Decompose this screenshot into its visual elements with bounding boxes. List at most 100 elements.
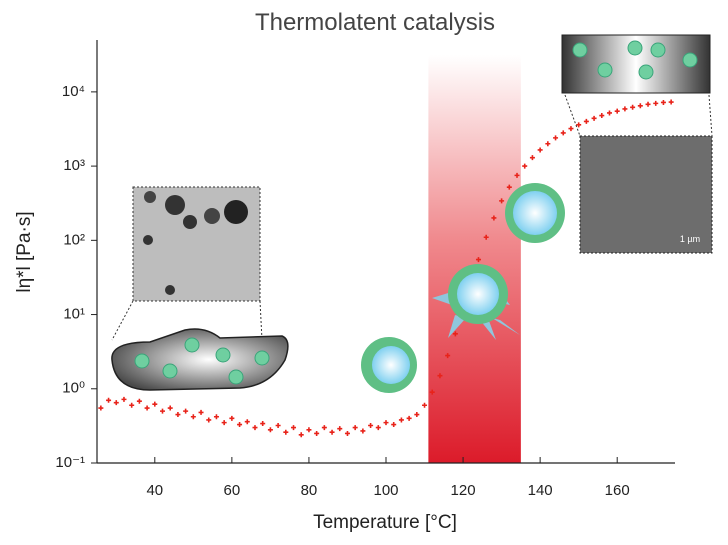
- particle: [183, 215, 197, 229]
- connector: [708, 94, 713, 137]
- data-point: [622, 106, 628, 112]
- data-point: [167, 405, 173, 411]
- data-point: [398, 417, 404, 423]
- particle: [638, 64, 654, 80]
- data-point: [329, 429, 335, 435]
- y-axis-label: lη*l [Pa·s]: [14, 211, 35, 292]
- x-tick-label: 160: [605, 482, 630, 499]
- data-point: [229, 415, 235, 421]
- y-tick-label: 10²: [63, 231, 85, 248]
- data-point: [368, 423, 374, 429]
- particle: [228, 369, 244, 385]
- tem-image: [111, 186, 263, 341]
- data-point: [614, 108, 620, 114]
- chart-title: Thermolatent catalysis: [255, 9, 495, 36]
- scale-bar-label: 1 µm: [680, 234, 700, 244]
- data-point: [645, 101, 651, 107]
- core: [513, 191, 557, 235]
- x-tick-label: 40: [146, 482, 163, 499]
- x-tick-label: 80: [301, 482, 318, 499]
- particle: [215, 347, 231, 363]
- data-point: [129, 402, 135, 408]
- data-point: [306, 427, 312, 433]
- data-point: [553, 135, 559, 141]
- data-point: [630, 104, 636, 110]
- capsule-open: [505, 183, 565, 243]
- capsule: [361, 337, 417, 393]
- data-point: [445, 353, 451, 359]
- capsule-breaking: [432, 264, 520, 340]
- particle: [204, 208, 220, 224]
- data-point: [637, 103, 643, 109]
- data-point: [190, 414, 196, 420]
- data-point: [422, 402, 428, 408]
- data-point: [537, 147, 543, 153]
- data-point: [375, 425, 381, 431]
- data-point: [599, 113, 605, 119]
- data-point: [391, 422, 397, 428]
- film-particles: [572, 40, 698, 80]
- data-point: [545, 141, 551, 147]
- particle: [224, 200, 248, 224]
- y-tick-label: 10⁻¹: [55, 454, 85, 471]
- data-point: [321, 425, 327, 431]
- data-point: [653, 100, 659, 106]
- particle: [165, 195, 185, 215]
- data-point: [160, 408, 166, 414]
- particle: [572, 42, 588, 58]
- data-point: [383, 420, 389, 426]
- data-point: [522, 163, 528, 169]
- data-point: [283, 429, 289, 435]
- particle: [650, 42, 666, 58]
- data-point: [144, 405, 150, 411]
- data-point: [352, 425, 358, 431]
- x-axis-label: Temperature [°C]: [313, 512, 457, 533]
- data-point: [483, 234, 489, 240]
- y-tick-label: 10⁰: [62, 380, 85, 397]
- data-point: [113, 400, 119, 406]
- data-point: [475, 257, 481, 263]
- data-point: [267, 427, 273, 433]
- data-point: [437, 373, 443, 379]
- data-point: [291, 425, 297, 431]
- data-point: [360, 428, 366, 434]
- y-tick-label: 10³: [63, 157, 85, 174]
- data-point: [591, 115, 597, 121]
- data-point: [314, 430, 320, 436]
- data-point: [275, 423, 281, 429]
- data-point: [221, 420, 227, 426]
- data-point: [298, 432, 304, 438]
- particle: [144, 191, 156, 203]
- connector: [111, 300, 134, 341]
- data-point: [183, 408, 189, 414]
- data-point: [136, 398, 142, 404]
- y-tick-label: 10¹: [63, 306, 85, 323]
- data-point: [406, 415, 412, 421]
- data-point: [252, 425, 258, 431]
- data-point: [414, 412, 420, 418]
- x-tick-label: 120: [451, 482, 476, 499]
- data-point: [152, 401, 158, 407]
- data-point: [560, 130, 566, 136]
- data-point: [244, 419, 250, 425]
- data-point: [213, 414, 219, 420]
- data-point: [337, 426, 343, 432]
- core: [372, 346, 410, 384]
- data-point: [237, 422, 243, 428]
- y-tick-label: 10⁴: [62, 83, 85, 100]
- x-tick-label: 100: [373, 482, 398, 499]
- connector: [259, 300, 263, 341]
- data-point: [429, 389, 435, 395]
- data-point: [175, 412, 181, 418]
- particle: [162, 363, 178, 379]
- background-layer: [91, 40, 675, 464]
- data-point: [106, 397, 112, 403]
- particle: [165, 285, 175, 295]
- particle: [682, 52, 698, 68]
- particle: [597, 62, 613, 78]
- embedded-particles: [134, 337, 270, 385]
- data-point: [344, 430, 350, 436]
- data-point: [499, 198, 505, 204]
- data-point: [206, 417, 212, 423]
